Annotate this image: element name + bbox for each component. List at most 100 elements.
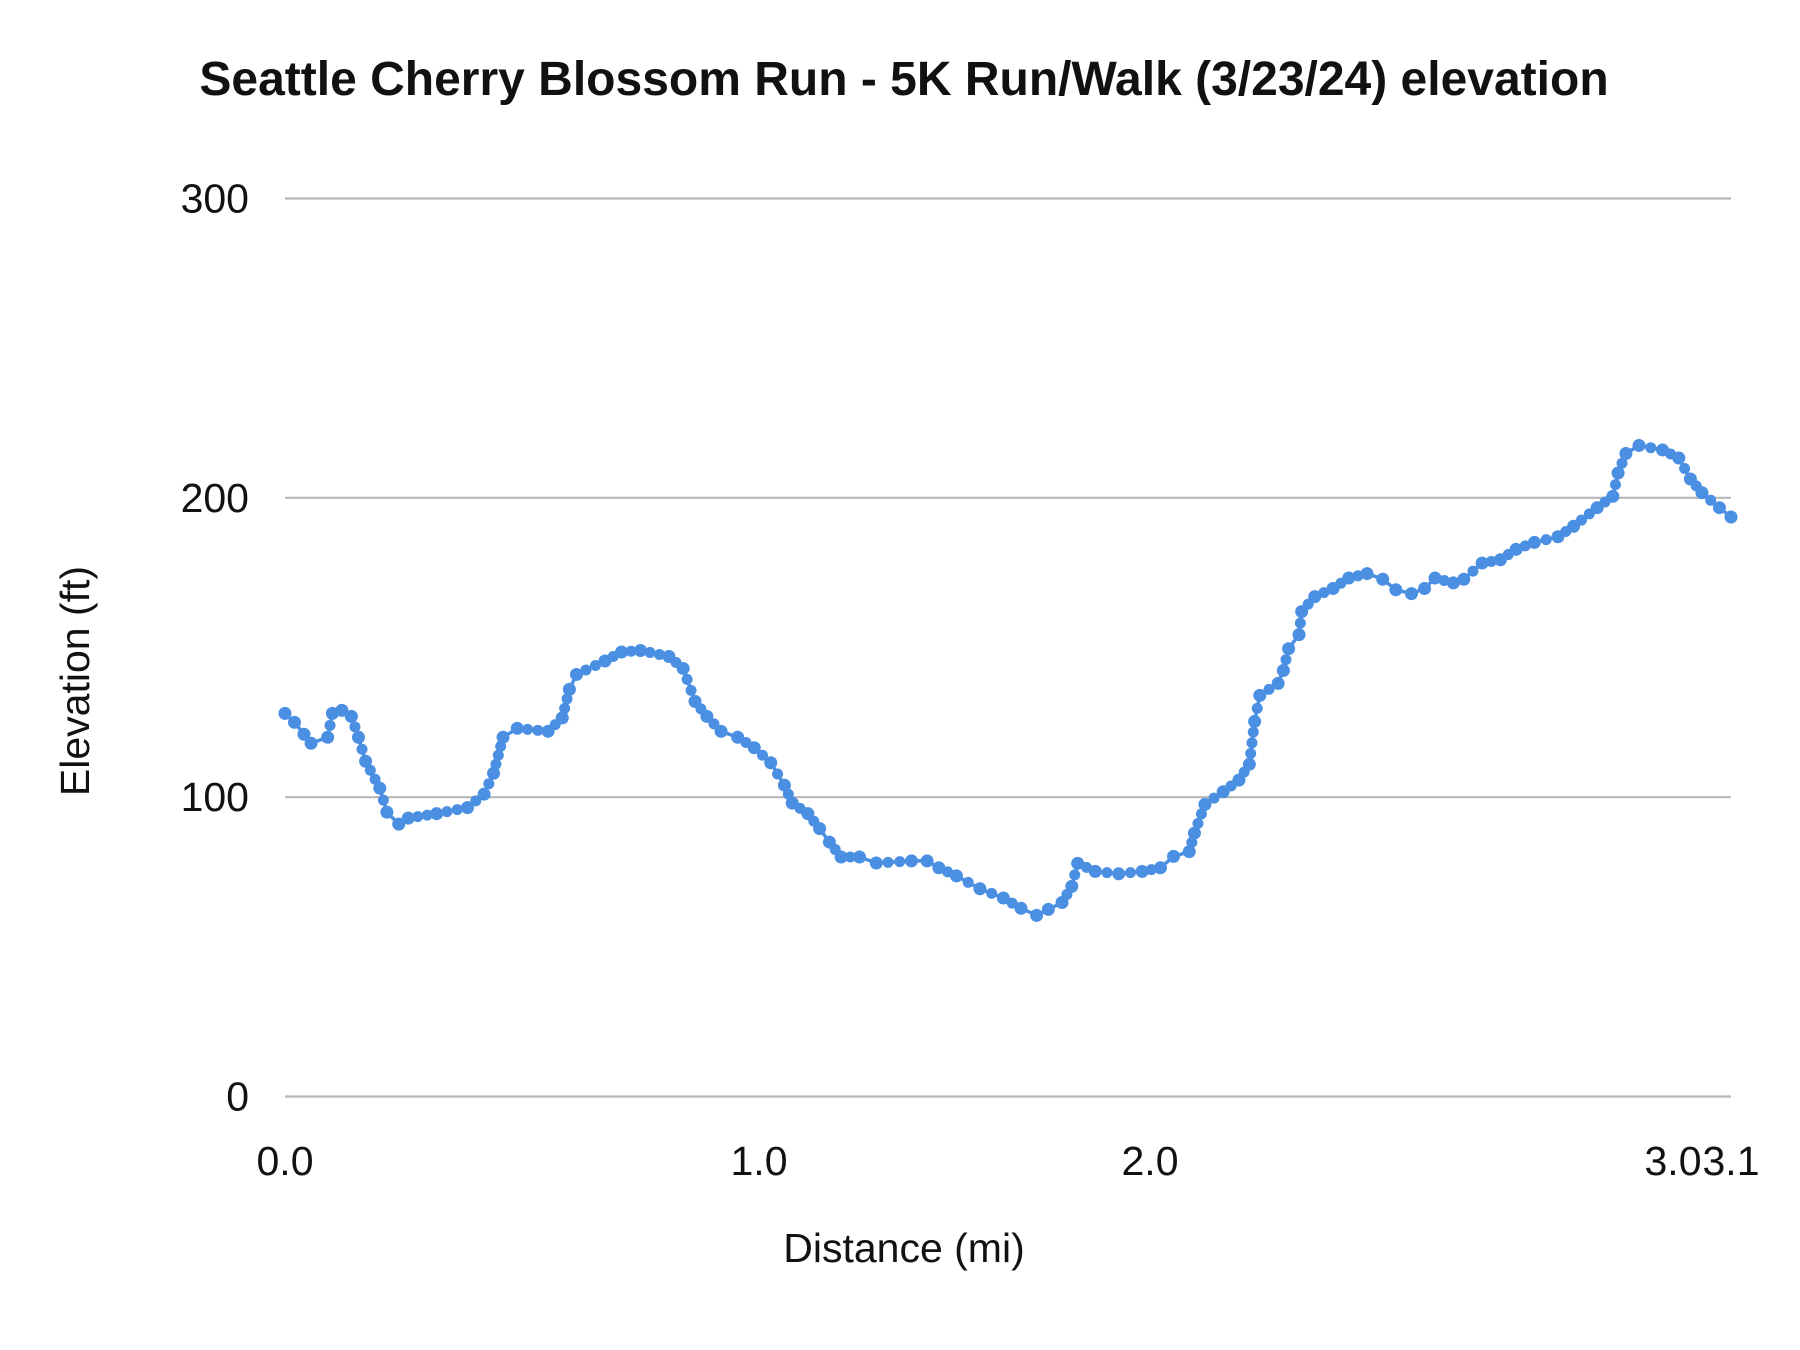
data-point-marker <box>364 764 376 776</box>
data-point-marker <box>1208 792 1220 804</box>
data-point <box>1014 901 1028 915</box>
data-point <box>1187 826 1201 840</box>
data-point-marker <box>580 664 592 676</box>
data-point <box>496 730 510 744</box>
data-point-marker <box>986 887 998 899</box>
data-point-marker <box>1679 462 1691 474</box>
data-point <box>1724 510 1738 524</box>
data-point-marker <box>356 743 368 755</box>
data-point <box>1389 583 1403 597</box>
data-point-marker <box>962 876 974 888</box>
data-point-marker <box>1186 836 1198 848</box>
data-point <box>920 854 934 868</box>
data-point-marker <box>483 778 495 790</box>
data-point <box>510 721 524 735</box>
data-point-marker <box>369 773 381 785</box>
data-point-marker <box>1318 587 1330 599</box>
data-point-marker <box>559 702 571 714</box>
x-tick-label: 3.0 <box>1645 1138 1702 1184</box>
data-point <box>1475 556 1489 570</box>
data-point <box>1153 861 1167 875</box>
data-point <box>1071 856 1085 870</box>
data-point <box>1446 576 1460 590</box>
data-point <box>1712 501 1726 515</box>
data-point <box>401 811 415 825</box>
data-point <box>1509 542 1523 556</box>
data-point <box>1276 664 1290 678</box>
data-point <box>1248 714 1262 728</box>
data-point-marker <box>844 851 856 863</box>
data-point-marker <box>490 758 502 770</box>
data-point <box>1632 438 1646 452</box>
data-point <box>904 854 918 868</box>
series-elevation <box>278 438 1738 922</box>
data-point-marker <box>1101 867 1113 879</box>
data-point <box>373 781 387 795</box>
data-point-marker <box>349 721 361 733</box>
data-point <box>852 850 866 864</box>
data-point-marker <box>492 749 504 761</box>
data-point <box>1611 466 1625 480</box>
x-tick-label: 1.0 <box>731 1138 788 1184</box>
data-point <box>932 861 946 875</box>
data-point <box>1112 867 1126 881</box>
data-point <box>813 822 827 836</box>
data-point-marker <box>772 768 784 780</box>
data-point-marker <box>1705 494 1717 506</box>
data-point <box>1308 590 1322 604</box>
data-point <box>304 736 318 750</box>
data-point <box>555 711 569 725</box>
y-tick-label: 300 <box>181 176 249 222</box>
data-point-marker <box>1616 457 1628 469</box>
gridlines <box>285 197 1731 1098</box>
data-point-marker <box>522 723 534 735</box>
data-point-marker <box>1294 617 1306 629</box>
data-point <box>1672 451 1686 465</box>
data-point-marker <box>882 856 894 868</box>
data-point <box>1292 628 1306 642</box>
data-point-marker <box>1124 867 1136 879</box>
x-axis-ticks: 0.0 1.0 2.0 3.0 3.1 <box>257 1138 1760 1184</box>
data-point <box>1242 757 1256 771</box>
data-point <box>777 778 791 792</box>
data-point <box>1376 572 1390 586</box>
data-point-marker <box>1280 654 1292 666</box>
data-point-marker <box>1609 479 1621 491</box>
data-point <box>996 891 1010 905</box>
data-point <box>351 730 365 744</box>
data-point-marker <box>1245 748 1257 760</box>
data-point <box>1606 489 1620 503</box>
data-point <box>764 756 778 770</box>
x-tick-label: 3.1 <box>1703 1138 1760 1184</box>
x-axis-title: Distance (mi) <box>783 1225 1024 1271</box>
data-point-marker <box>470 795 482 807</box>
data-point-marker <box>1645 442 1657 454</box>
data-point <box>634 643 647 657</box>
data-point <box>297 727 311 741</box>
data-point <box>1065 879 1079 893</box>
data-point <box>949 869 963 883</box>
data-point <box>1167 849 1181 863</box>
data-point <box>1405 587 1418 601</box>
data-point <box>1418 582 1432 596</box>
data-point <box>1282 642 1296 656</box>
data-point <box>570 667 584 681</box>
data-point-marker <box>1467 565 1479 577</box>
data-point <box>278 706 292 720</box>
data-point-marker <box>894 856 906 868</box>
data-point-marker <box>1192 818 1204 830</box>
data-point <box>615 645 629 659</box>
data-point <box>321 730 335 744</box>
data-point <box>1695 486 1709 500</box>
data-point-marker <box>1246 737 1258 749</box>
data-point <box>869 856 883 870</box>
y-tick-label: 100 <box>181 774 249 820</box>
data-point <box>1428 571 1442 585</box>
data-point <box>714 724 728 738</box>
y-axis-ticks: 0 100 200 300 <box>181 176 249 1120</box>
data-point <box>477 787 491 801</box>
data-point-marker <box>1195 808 1207 820</box>
x-tick-label: 0.0 <box>257 1138 314 1184</box>
data-point <box>700 709 714 723</box>
